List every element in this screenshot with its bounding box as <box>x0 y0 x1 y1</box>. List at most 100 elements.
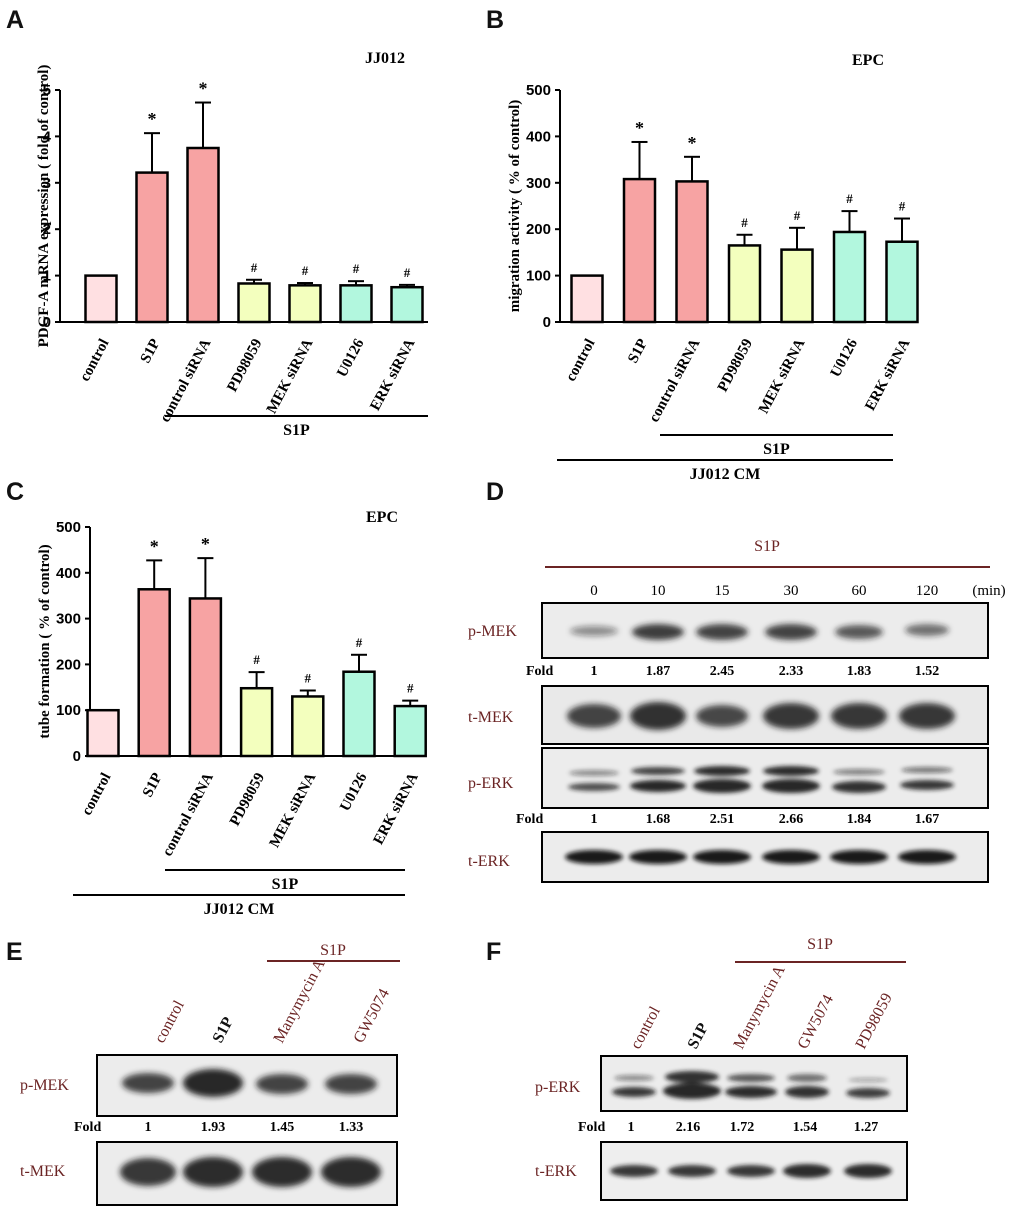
blot-d-terk-band <box>629 850 687 864</box>
bar <box>727 244 762 324</box>
bar <box>288 284 322 324</box>
blot-e-tmek-band <box>321 1157 381 1187</box>
y-tick-label: 400 <box>56 565 81 582</box>
bar <box>622 177 657 324</box>
bar <box>291 695 325 758</box>
significance-mark: # <box>794 208 801 223</box>
x-category-label: S1P <box>625 336 651 366</box>
blot-f-perk-lower-band <box>785 1086 829 1098</box>
bar <box>393 704 427 758</box>
y-tick-label: 5 <box>43 82 51 99</box>
blot-f-row-label-perk: p-ERK <box>535 1079 581 1096</box>
blot-d-perk-lower-band <box>900 780 954 790</box>
blot-d-pmek-fold: 2.33 <box>779 664 804 679</box>
blot-f-perk-lower-band <box>612 1087 656 1097</box>
significance-mark: # <box>404 265 411 280</box>
significance-mark: # <box>356 635 363 650</box>
significance-mark: # <box>251 260 258 275</box>
blot-f-treatment-label: S1P <box>807 936 833 953</box>
blot-e-tmek-band <box>120 1158 176 1186</box>
blot-d-time-60: 60 <box>852 583 867 599</box>
blot-e-fold: 1.33 <box>339 1120 364 1135</box>
blot-d-perk-fold: 2.66 <box>779 812 804 827</box>
blot-d-time-10: 10 <box>651 583 666 599</box>
y-tick-label: 200 <box>526 221 551 238</box>
bar <box>885 240 919 324</box>
blot-d-perk-fold: 1.84 <box>847 812 872 827</box>
blot-f-lane-label: Manymycin A <box>731 962 789 1052</box>
y-axis-label: PDGF-A mRNA expression ( fold of control… <box>36 65 52 348</box>
blot-d-perk-lower-band <box>762 779 820 793</box>
x-category-label: S1P <box>140 770 166 800</box>
blot-d-perk-fold: 1.68 <box>646 812 671 827</box>
blot-d-tmek-band <box>567 704 621 728</box>
y-tick-label: 400 <box>526 128 551 145</box>
blot-d-pmek-fold: 1.83 <box>847 664 872 679</box>
blot-d-perk-upper-band <box>833 769 885 775</box>
significance-mark: * <box>201 534 210 554</box>
blot-d-row-label-terk: t-ERK <box>468 853 510 870</box>
blot-e-row-label-tmek: t-MEK <box>20 1163 66 1180</box>
blot-f-lane-label: PD98059 <box>853 991 896 1052</box>
blot-d-tmek-band <box>899 703 955 729</box>
bar <box>188 597 223 758</box>
y-tick-label: 0 <box>73 748 81 765</box>
significance-mark: # <box>353 261 360 276</box>
chart-title: JJ012 <box>365 50 405 67</box>
blot-d-treatment-label: S1P <box>754 538 780 555</box>
blot-d-perk-fold-label: Fold <box>516 812 543 827</box>
blot-e-pmek-band <box>325 1074 377 1094</box>
bar <box>675 180 709 324</box>
blot-f-perk-lower-band <box>725 1086 777 1098</box>
significance-mark: * <box>150 536 159 556</box>
significance-mark: # <box>899 199 906 214</box>
blot-d-pmek-band <box>696 624 748 640</box>
y-tick-label: 2 <box>43 221 51 238</box>
y-tick-label: 200 <box>56 656 81 673</box>
blot-d-perk-lower-band <box>630 780 686 792</box>
blot-f-terk-band <box>668 1165 716 1177</box>
blot-d-perk-upper-band <box>631 767 685 775</box>
blot-f-lane-label: S1P <box>685 1020 713 1052</box>
blot-d-perk-lower-band <box>832 781 886 793</box>
x-category-label: PD98059 <box>715 336 756 394</box>
blot-e-lane-label: S1P <box>210 1014 238 1046</box>
significance-mark: # <box>253 652 260 667</box>
y-tick-label: 300 <box>526 175 551 192</box>
blot-d-tmek-band <box>763 703 819 729</box>
blot-f-perk-membrane <box>600 1055 908 1112</box>
bar <box>186 146 220 324</box>
panel-label-e: E <box>6 938 23 966</box>
significance-mark: * <box>635 118 644 138</box>
blot-panel-d: S1P 0 10 15 30 60 120 (min) p-MEK t-MEK … <box>468 538 1006 883</box>
blot-d-time-30: 30 <box>784 583 799 599</box>
blot-d-perk-upper-band <box>901 767 953 773</box>
blot-d-perk-membrane <box>541 747 989 809</box>
blot-d-unit: (min) <box>972 583 1005 599</box>
blot-d-perk-upper-band <box>763 766 819 776</box>
blot-d-row-label-tmek: t-MEK <box>468 709 514 726</box>
x-category-label: control <box>563 336 599 384</box>
blot-d-row-label-pmek: p-MEK <box>468 623 517 640</box>
blot-d-row-label-perk: p-ERK <box>468 775 514 792</box>
condition-bracket-label: JJ012 CM <box>690 466 761 483</box>
blot-d-pmek-fold: 1.87 <box>646 664 671 679</box>
blot-d-time-120: 120 <box>916 583 939 599</box>
x-category-label: control siRNA <box>646 336 703 425</box>
blot-d-pmek-fold: 2.45 <box>710 664 735 679</box>
blot-d-time-15: 15 <box>715 583 730 599</box>
bar <box>339 284 373 324</box>
blot-f-perk-lower-band <box>846 1088 890 1098</box>
blot-e-pmek-band <box>122 1073 174 1093</box>
blot-d-terk-band <box>565 850 623 864</box>
blot-f-perk-upper-band <box>665 1071 719 1083</box>
blot-f-fold: 2.16 <box>676 1120 701 1135</box>
blot-d-perk-lower-band <box>693 779 751 793</box>
y-tick-label: 500 <box>526 82 551 99</box>
panel-label-c: C <box>6 478 24 506</box>
bar <box>135 171 169 324</box>
x-category-label: ERK siRNA <box>371 770 422 847</box>
blot-d-tmek-band <box>696 705 748 727</box>
panel-label-f: F <box>486 938 501 966</box>
blot-f-perk-upper-band <box>727 1074 775 1082</box>
